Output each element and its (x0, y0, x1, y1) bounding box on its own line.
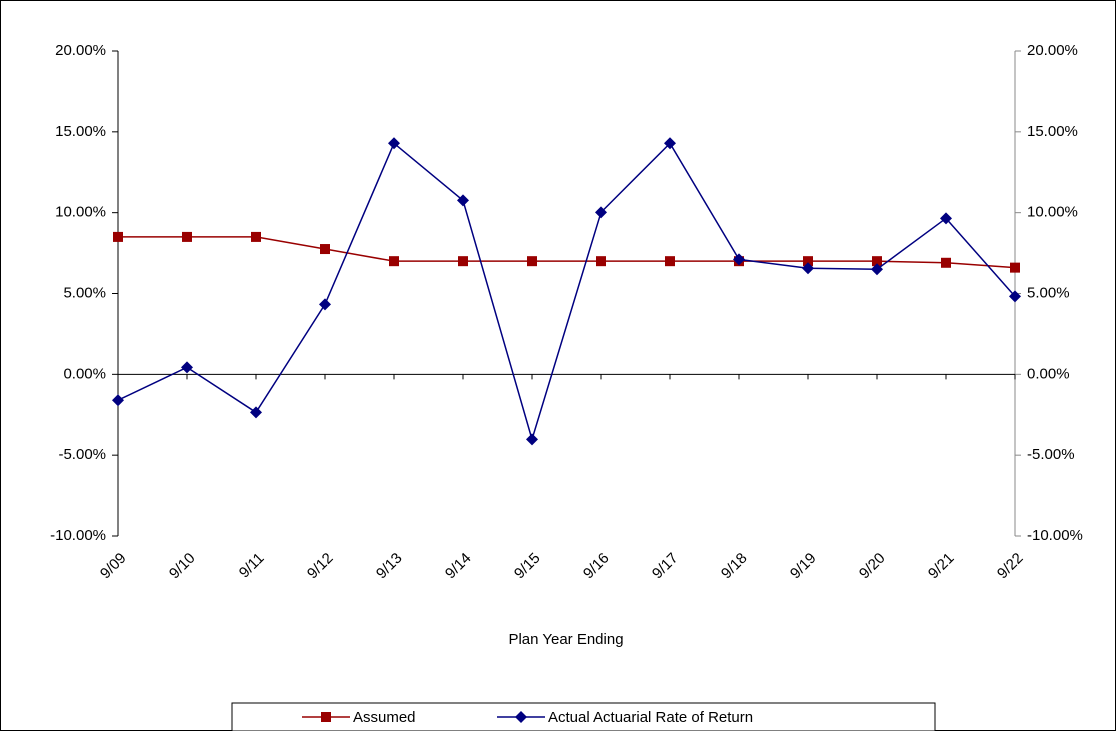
marker (389, 256, 399, 267)
marker (526, 433, 538, 446)
y2-tick-label: -10.00% (1027, 527, 1083, 544)
marker (733, 253, 745, 266)
marker (527, 256, 537, 267)
legend-label: Actual Actuarial Rate of Return (548, 709, 753, 726)
y2-tick-label: 0.00% (1027, 365, 1070, 382)
y2-tick-label: 10.00% (1027, 204, 1078, 221)
y-tick-label: 20.00% (55, 42, 106, 59)
y-tick-label: -10.00% (50, 527, 106, 544)
marker (596, 256, 606, 267)
marker (457, 194, 469, 207)
y-tick-label: 0.00% (63, 365, 106, 382)
legend-box (231, 702, 936, 731)
marker (664, 137, 676, 150)
marker (388, 137, 400, 150)
marker (1010, 262, 1020, 273)
marker (515, 711, 527, 723)
marker (321, 712, 331, 722)
marker (112, 394, 124, 407)
y2-tick-label: 15.00% (1027, 123, 1078, 140)
y2-tick-label: 5.00% (1027, 284, 1070, 301)
marker (872, 256, 882, 267)
marker (941, 257, 951, 268)
series-line (117, 142, 1016, 442)
marker (802, 262, 814, 275)
marker (665, 256, 675, 267)
marker (1009, 290, 1021, 303)
marker (319, 298, 331, 311)
y2-tick-label: -5.00% (1027, 446, 1075, 463)
x-axis-label: Plan Year Ending (508, 631, 623, 648)
marker (458, 256, 468, 267)
marker (871, 263, 883, 276)
y-tick-label: 10.00% (55, 204, 106, 221)
marker (113, 231, 123, 242)
y-tick-label: 5.00% (63, 284, 106, 301)
marker (181, 361, 193, 374)
y-tick-label: 15.00% (55, 123, 106, 140)
legend-label: Assumed (353, 709, 416, 726)
marker (595, 206, 607, 219)
marker (251, 231, 261, 242)
marker (250, 406, 262, 419)
marker (940, 212, 952, 225)
marker (803, 256, 813, 267)
y2-tick-label: 20.00% (1027, 42, 1078, 59)
marker (182, 231, 192, 242)
series-line (118, 236, 1016, 269)
y-tick-label: -5.00% (58, 446, 106, 463)
marker (320, 244, 330, 255)
